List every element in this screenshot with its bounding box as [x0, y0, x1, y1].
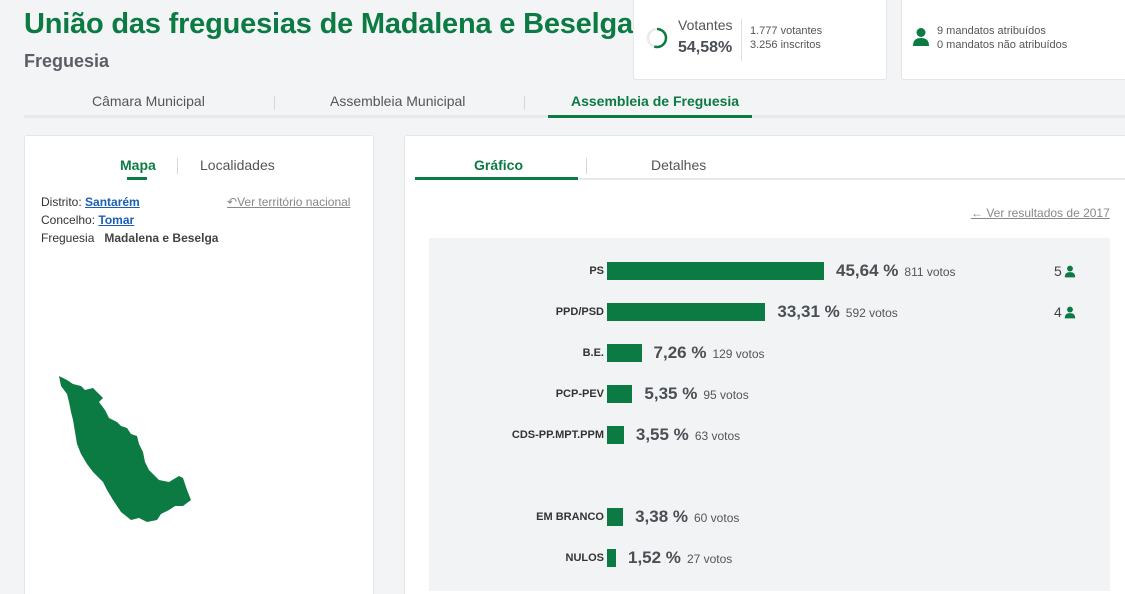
tab-localidades[interactable]: Localidades [200, 157, 275, 173]
result-bar [607, 303, 766, 321]
votes-label: 592 votos [845, 306, 898, 320]
freguesia-value: Madalena e Beselga [104, 231, 219, 245]
location-panel: Mapa Localidades Distrito: Santarém Conc… [24, 135, 374, 594]
percentage-label: 3,38 % 60 votos [635, 507, 740, 526]
votes-label: 63 votos [694, 429, 741, 443]
active-tab-indicator [548, 115, 752, 118]
tab-assembleia-municipal[interactable]: Assembleia Municipal [330, 93, 466, 109]
party-label: PCP-PEV [555, 388, 604, 400]
party-label: PS [589, 265, 604, 277]
votes-label: 60 votos [694, 511, 740, 525]
votes-label: 811 votos [904, 265, 956, 279]
votes-label: 95 votos [703, 388, 749, 402]
election-tabs: Câmara Municipal Assembleia Municipal As… [24, 88, 1125, 118]
votes-label: 129 votos [712, 347, 765, 361]
registered-count: 3.256 inscritos [750, 39, 821, 51]
undo-icon: ↶ [227, 195, 238, 209]
mandatos-card: 9 mandatos atribuídos 0 mandatos não atr… [901, 0, 1125, 80]
percentage-label: 3,55 % 63 votos [635, 425, 741, 444]
seats-number: 4 [1054, 304, 1062, 320]
seats-count: 5 [1054, 263, 1076, 279]
party-label: EM BRANCO [536, 511, 604, 523]
national-territory-label: Ver território nacional [237, 195, 351, 209]
votes-label: 27 votos [686, 552, 733, 566]
concelho-row: Concelho: Tomar [41, 213, 134, 227]
result-bar [607, 549, 616, 567]
percentage-label: 33,31 % 592 votos [777, 302, 898, 321]
page-subtitle: Freguesia [24, 51, 110, 71]
person-icon [913, 28, 929, 46]
arrow-left-icon: ← [971, 206, 983, 220]
concelho-label: Concelho: [41, 213, 96, 227]
voters-count: 1.777 votantes [750, 25, 823, 37]
result-bar [607, 344, 642, 362]
percentage-label: 1,52 % 27 votos [628, 548, 733, 567]
freguesia-label: Freguesia [41, 231, 95, 245]
results-bar-chart: PS 45,64 % 811 votos 5 PPD/PSD 33,31 % 592 vot… [429, 238, 1110, 591]
tab-camara-municipal[interactable]: Câmara Municipal [92, 93, 205, 109]
percentage-label: 45,64 % 811 votos [836, 261, 956, 280]
party-label: CDS-PP.MPT.PPM [511, 429, 604, 441]
percentage-label: 5,35 % 95 votos [644, 384, 749, 403]
divider [741, 19, 742, 61]
distrito-label: Distrito: [41, 195, 82, 209]
freguesia-row: Freguesia Madalena e Beselga [41, 231, 218, 245]
results-2017-link[interactable]: ← Ver resultados de 2017 [971, 206, 1110, 220]
votantes-label: Votantes [678, 17, 733, 33]
party-label: NULOS [565, 552, 605, 564]
seats-number: 5 [1054, 263, 1062, 279]
tab-separator [177, 158, 178, 174]
tab-separator [524, 96, 525, 110]
percentage-label: 7,26 % 129 votos [653, 343, 765, 362]
result-bar [607, 426, 624, 444]
result-bar [607, 508, 624, 526]
active-tab-indicator [415, 177, 578, 180]
party-label: PPD/PSD [555, 306, 604, 318]
page-title: União das freguesias de Madalena e Besel… [24, 8, 633, 40]
mandatos-assigned: 9 mandatos atribuídos [937, 25, 1046, 37]
concelho-link[interactable]: Tomar [98, 213, 135, 227]
results-panel: Gráfico Detalhes ← Ver resultados de 201… [404, 135, 1125, 594]
mandatos-counts: 9 mandatos atribuídos 0 mandatos não atr… [937, 24, 1067, 52]
tab-separator [586, 158, 587, 174]
tab-separator [274, 96, 275, 110]
tab-baseline [415, 178, 1125, 180]
distrito-row: Distrito: Santarém [41, 195, 140, 209]
person-icon [1064, 306, 1075, 319]
distrito-link[interactable]: Santarém [85, 195, 140, 209]
turnout-ring-icon [646, 27, 668, 49]
mandatos-unassigned: 0 mandatos não atribuídos [937, 39, 1068, 51]
votantes-card: Votantes 54,58% 1.777 votantes 3.256 ins… [633, 0, 887, 80]
result-bar [607, 262, 824, 280]
parish-map[interactable] [55, 372, 195, 524]
results-2017-label: Ver resultados de 2017 [986, 206, 1110, 220]
active-tab-indicator [127, 177, 147, 180]
tab-assembleia-freguesia[interactable]: Assembleia de Freguesia [571, 93, 740, 109]
votantes-counts: 1.777 votantes 3.256 inscritos [750, 24, 822, 52]
tab-detalhes[interactable]: Detalhes [651, 157, 707, 173]
result-bar [607, 385, 633, 403]
seats-count: 4 [1054, 304, 1076, 320]
tab-grafico[interactable]: Gráfico [474, 157, 524, 173]
party-label: B.E. [582, 347, 604, 359]
votantes-percentage: 54,58% [678, 39, 733, 56]
tab-mapa[interactable]: Mapa [120, 157, 156, 173]
national-territory-link[interactable]: ↶Ver território nacional [227, 195, 350, 209]
person-icon [1064, 265, 1075, 278]
